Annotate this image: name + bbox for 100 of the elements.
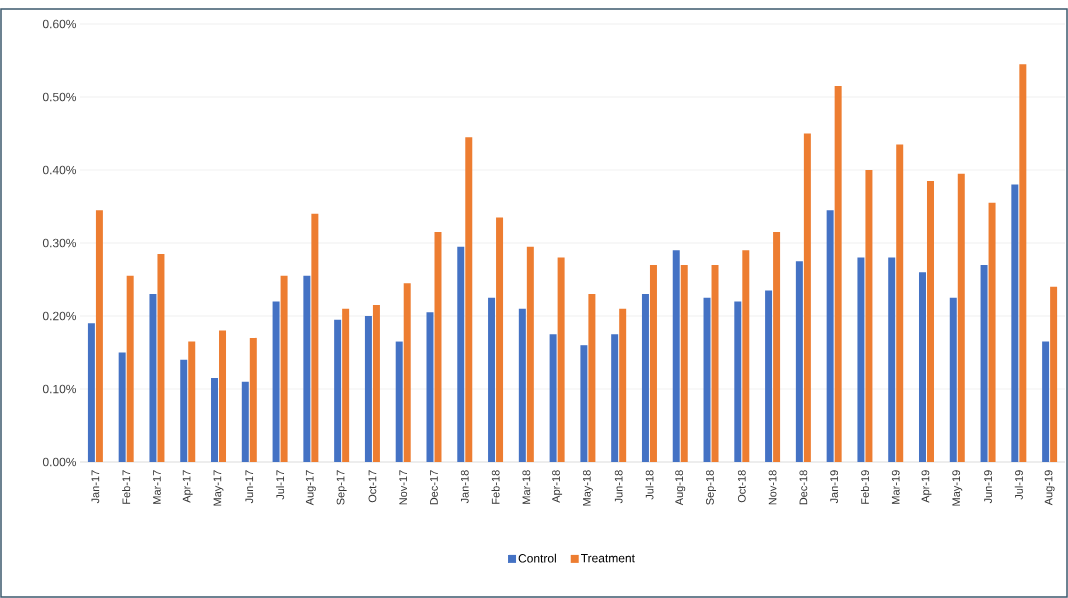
bar — [334, 319, 342, 462]
x-tick-label: Aug-19 — [1044, 470, 1055, 506]
x-tick-label: Mar-19 — [891, 470, 900, 504]
bar — [857, 257, 865, 462]
bar — [795, 261, 803, 462]
bar — [988, 202, 996, 462]
x-tick-label: Apr-19 — [921, 470, 932, 503]
bar — [580, 345, 588, 462]
bar — [87, 323, 95, 462]
x-tick-label: Jun-18 — [614, 470, 623, 504]
bar — [188, 341, 196, 462]
bar — [957, 173, 965, 462]
bar — [1011, 184, 1019, 462]
bar — [303, 275, 311, 462]
x-tick-label: Apr-17 — [182, 470, 193, 503]
bar — [926, 180, 934, 462]
bar — [241, 381, 249, 462]
y-tick-label: 0.00% — [42, 457, 77, 467]
x-tick-label: Jul-18 — [645, 470, 654, 500]
bar — [888, 257, 896, 462]
bar — [272, 301, 280, 462]
bar — [803, 133, 811, 462]
x-tick-label: Jan-17 — [91, 470, 100, 504]
x-tick-label: Oct-17 — [368, 470, 377, 503]
y-tick-label: 0.60% — [42, 19, 77, 29]
bar — [1042, 341, 1050, 462]
bar — [557, 257, 565, 462]
x-tick-label: Oct-18 — [737, 470, 746, 503]
legend-label: Treatment — [580, 554, 635, 563]
y-tick-label: 0.40% — [42, 165, 77, 175]
bar — [149, 294, 157, 462]
bar — [588, 294, 596, 462]
x-tick-label: Aug-18 — [675, 470, 686, 506]
x-tick-label: Dec-17 — [430, 470, 438, 505]
legend-label: Control — [518, 553, 556, 563]
x-tick-label: Jan-18 — [460, 470, 469, 504]
bar — [219, 330, 227, 462]
bar — [680, 264, 688, 462]
y-tick-label: 0.50% — [42, 92, 77, 102]
bar — [518, 308, 526, 462]
bar — [395, 341, 403, 462]
bar — [249, 337, 257, 462]
bar — [118, 352, 126, 462]
bar — [549, 334, 557, 462]
bar — [703, 297, 711, 462]
bar — [457, 246, 465, 462]
x-tick-label: Mar-17 — [153, 470, 161, 504]
x-tick-label: May-19 — [952, 470, 963, 506]
bar — [896, 144, 904, 462]
x-tick-label: Feb-19 — [860, 470, 869, 504]
bar — [834, 86, 842, 462]
x-tick-label: Jan-19 — [830, 470, 839, 504]
x-tick-label: Apr-18 — [552, 470, 563, 503]
bar — [734, 301, 742, 462]
y-tick-label: 0.30% — [42, 238, 77, 248]
x-tick-label: Sep-17 — [336, 470, 347, 505]
bar — [1019, 64, 1027, 462]
bar — [496, 217, 504, 462]
x-tick-label: May-17 — [213, 470, 224, 506]
bar — [465, 137, 473, 462]
bar — [211, 378, 219, 462]
bar — [641, 294, 649, 462]
bar — [918, 272, 926, 462]
bar — [526, 246, 534, 462]
x-tick-label: Jul-17 — [276, 470, 285, 500]
bar — [865, 170, 873, 462]
bar — [765, 290, 773, 462]
bar — [672, 250, 680, 462]
bar — [826, 210, 834, 462]
bar — [126, 275, 134, 462]
x-tick-label: Jul-19 — [1014, 470, 1023, 500]
bar — [611, 334, 619, 462]
bar — [426, 312, 434, 462]
y-tick-label: 0.10% — [42, 384, 77, 394]
bar — [280, 275, 288, 462]
y-tick-label: 0.20% — [42, 311, 77, 321]
bar — [372, 305, 380, 462]
bar — [180, 359, 188, 462]
bar — [434, 232, 442, 462]
x-tick-label: Aug-17 — [305, 470, 316, 506]
x-tick-label: Jun-17 — [245, 470, 254, 504]
bar — [311, 213, 319, 462]
bar — [949, 297, 957, 462]
x-tick-label: Dec-18 — [799, 470, 808, 505]
bar — [711, 264, 719, 462]
bar — [742, 250, 750, 462]
x-tick-label: Mar-18 — [522, 470, 531, 504]
x-tick-label: May-18 — [582, 470, 593, 506]
bar — [342, 308, 350, 462]
bar — [157, 253, 165, 462]
x-tick-label: Nov-18 — [768, 470, 777, 505]
bar — [364, 316, 372, 462]
bar — [773, 232, 781, 462]
bar — [649, 264, 657, 462]
x-tick-label: Feb-17 — [122, 470, 131, 504]
bar — [403, 283, 411, 462]
bar — [619, 308, 627, 462]
x-tick-label: Sep-18 — [706, 470, 716, 505]
x-tick-label: Jun-19 — [984, 470, 992, 504]
x-tick-label: Nov-17 — [399, 470, 408, 505]
